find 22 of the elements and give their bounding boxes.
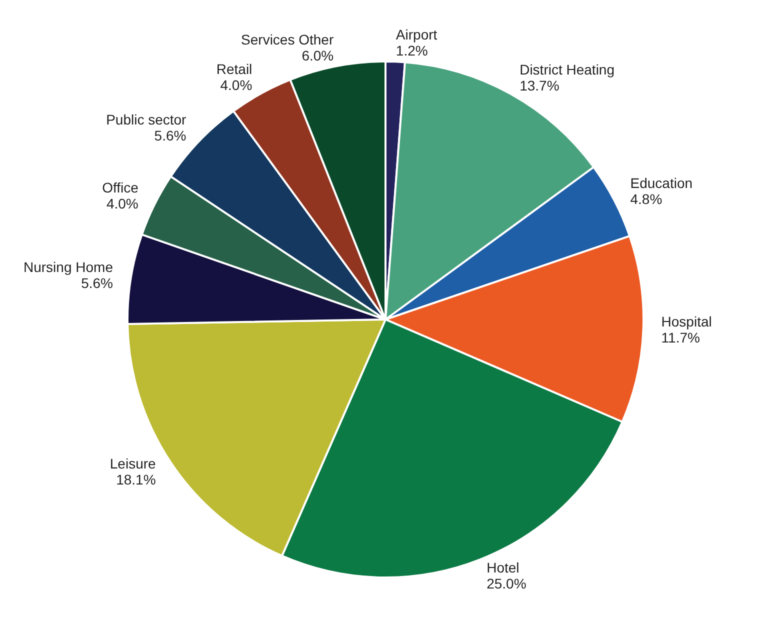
data-label: 25.0% [486, 575, 526, 592]
data-label: 4.0% [106, 196, 138, 212]
data-label: 1.2% [396, 42, 428, 59]
slice-label: Hospital [661, 313, 712, 330]
data-label: 13.7% [520, 77, 560, 94]
data-label: 5.6% [81, 274, 113, 291]
data-label: 6.0% [302, 47, 334, 64]
slice-label: Retail [216, 60, 252, 77]
slice-label: Nursing Home [24, 258, 114, 275]
slice-label: Public sector [106, 112, 187, 128]
slice-label: Hotel [486, 559, 520, 576]
slice-label: Services Other [241, 31, 334, 48]
data-label: 18.1% [116, 472, 156, 488]
slice-label: Airport [396, 26, 438, 43]
slice-label: Office [102, 180, 139, 196]
slice-label: Education [630, 174, 693, 191]
data-label: 4.0% [220, 76, 252, 93]
slice-label: Leisure [110, 456, 156, 472]
data-label: 4.8% [630, 190, 662, 207]
data-label: 5.6% [154, 128, 186, 144]
slice-label: District Heating [520, 61, 615, 78]
data-label: 11.7% [661, 329, 700, 346]
